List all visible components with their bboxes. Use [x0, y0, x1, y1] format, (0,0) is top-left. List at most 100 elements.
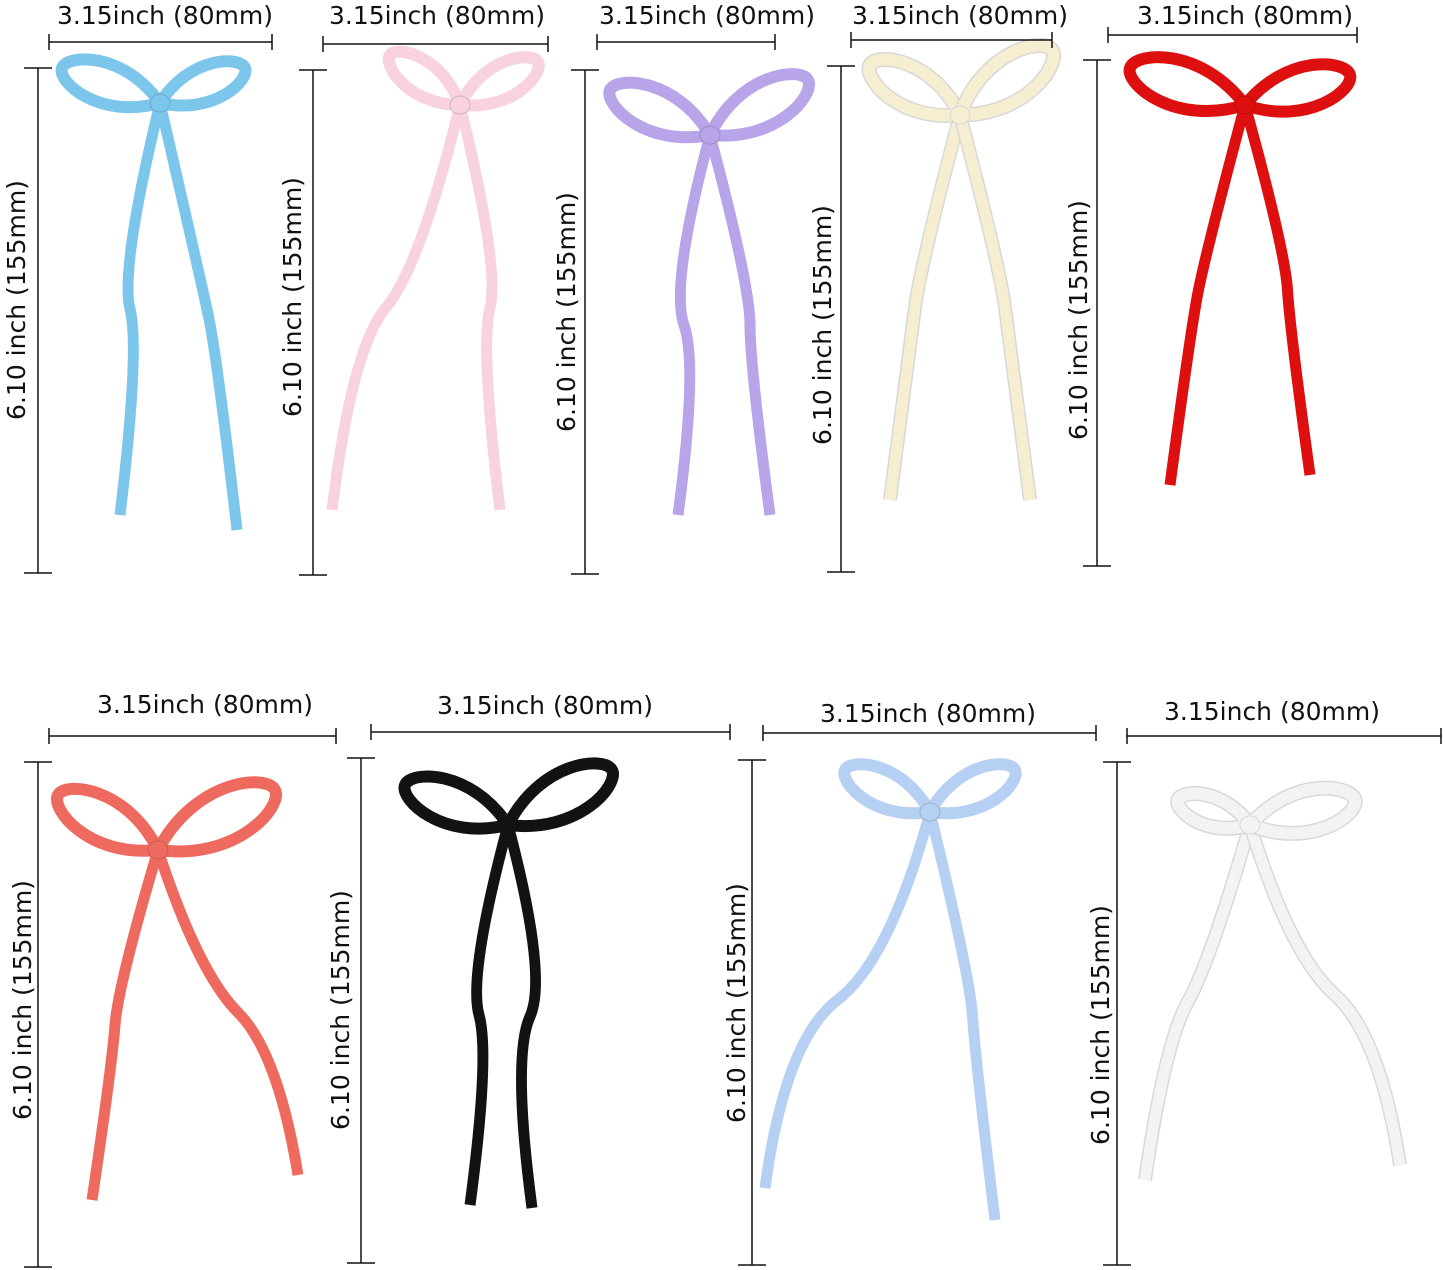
ribbon-knot	[147, 840, 169, 860]
width-dimension-line	[1126, 728, 1442, 744]
ribbon-knot	[497, 815, 519, 835]
width-label: 3.15inch (80mm)	[329, 1, 545, 30]
height-label: 6.10 inch (155mm)	[722, 883, 751, 1123]
ribbon-tail-right	[152, 848, 304, 1176]
ribbon-panel: 3.15inch (80mm) 6.10 inch (155mm)	[326, 691, 731, 1264]
ribbon-loop-left	[382, 45, 466, 111]
ribbon-tail-left	[114, 101, 166, 516]
ribbon-tail-left	[884, 113, 966, 501]
ribbon-tail-left	[1164, 103, 1251, 486]
height-dimension-line	[299, 69, 327, 576]
width-label: 3.15inch (80mm)	[599, 1, 815, 30]
ribbon-panel: 3.15inch (80mm) 6.10 inch (155mm)	[1086, 697, 1442, 1266]
ribbon-tail-left	[672, 133, 716, 516]
width-label: 3.15inch (80mm)	[820, 699, 1036, 728]
ribbon-bow	[759, 758, 1022, 1221]
width-label: 3.15inch (80mm)	[852, 1, 1068, 30]
ribbon-knot	[449, 95, 471, 115]
ribbon-loop-left	[55, 53, 165, 114]
ribbon-loop-right	[152, 776, 282, 858]
ribbon-loop-right	[1245, 782, 1362, 840]
ribbon-panel: 3.15inch (80mm) 6.10 inch (155mm)	[722, 699, 1097, 1266]
ribbon-bow	[1138, 780, 1407, 1182]
ribbon-loop-left	[1123, 51, 1250, 117]
ribbon-loop-left	[838, 758, 936, 820]
width-dimension-line	[762, 725, 1097, 741]
ribbon-bow	[51, 776, 304, 1201]
ribbon-tail-left	[86, 848, 164, 1201]
height-label: 6.10 inch (155mm)	[326, 890, 355, 1130]
ribbon-loop-right	[1240, 58, 1357, 118]
ribbon-tail-left	[1139, 823, 1256, 1181]
height-dimension-line	[1103, 761, 1131, 1266]
height-label: 6.10 inch (155mm)	[552, 192, 581, 432]
ribbon-knot	[1239, 815, 1261, 835]
width-label: 3.15inch (80mm)	[57, 1, 273, 30]
ribbon-loop-right	[154, 55, 252, 112]
ribbon-knot	[949, 105, 971, 125]
ribbon-loop-right	[954, 39, 1060, 121]
height-dimension-line	[24, 761, 52, 1268]
ribbon-bow	[326, 45, 545, 511]
width-label: 3.15inch (80mm)	[437, 691, 653, 720]
height-dimension-line	[24, 67, 52, 574]
height-label: 6.10 inch (155mm)	[8, 880, 37, 1120]
ribbon-tail-right	[454, 103, 506, 511]
ribbon-bow	[1123, 51, 1357, 486]
height-dimension-line	[1083, 59, 1111, 567]
height-label: 6.10 inch (155mm)	[1064, 200, 1093, 440]
height-label: 6.10 inch (155mm)	[1086, 905, 1115, 1145]
height-label: 6.10 inch (155mm)	[808, 205, 837, 445]
height-dimension-line	[571, 69, 599, 575]
ribbon-panel: 3.15inch (80mm) 6.10 inch (155mm)	[2, 1, 273, 574]
height-dimension-line	[347, 757, 375, 1264]
width-label: 3.15inch (80mm)	[1164, 697, 1380, 726]
ribbon-loop-left	[1171, 787, 1255, 835]
ribbon-tail-right	[1244, 823, 1406, 1166]
width-dimension-line	[48, 34, 273, 50]
ribbon-bow	[861, 38, 1061, 501]
ribbon-tail-left	[464, 823, 514, 1206]
ribbon-bow	[398, 757, 619, 1209]
ribbon-knot	[699, 125, 721, 145]
ribbon-loop-right	[704, 68, 815, 142]
height-label: 6.10 inch (155mm)	[2, 180, 31, 420]
width-dimension-line	[370, 724, 731, 740]
ribbon-tail-left	[759, 810, 936, 1189]
ribbon-loop-left	[51, 782, 164, 857]
height-dimension-line	[738, 759, 766, 1266]
width-dimension-line	[596, 34, 776, 50]
width-dimension-line	[1107, 27, 1358, 43]
ribbon-knot	[919, 802, 941, 822]
ribbon-bow	[603, 68, 815, 516]
ribbon-panel: 3.15inch (80mm) 6.10 inch (155mm)	[808, 1, 1068, 573]
ribbon-tail-left	[326, 103, 466, 511]
width-label: 3.15inch (80mm)	[97, 690, 313, 719]
ribbon-tail-right	[704, 133, 776, 516]
width-dimension-line	[322, 36, 549, 52]
ribbon-loop-left	[398, 770, 513, 835]
ribbon-panel: 3.15inch (80mm) 6.10 inch (155mm)	[1064, 1, 1358, 567]
ribbon-tail-right	[154, 101, 243, 531]
width-label: 3.15inch (80mm)	[1137, 1, 1353, 30]
height-label: 6.10 inch (155mm)	[278, 177, 307, 417]
ribbon-panel: 3.15inch (80mm) 6.10 inch (155mm)	[278, 1, 549, 576]
ribbon-tail-right	[924, 810, 1001, 1221]
ribbon-loop-left	[603, 76, 716, 144]
ribbon-loop-right	[454, 51, 545, 112]
ribbon-panel: 3.15inch (80mm) 6.10 inch (155mm)	[8, 690, 337, 1268]
ribbon-loop-right	[502, 757, 619, 833]
width-dimension-line	[850, 32, 1053, 48]
ribbon-tail-right	[1239, 103, 1316, 476]
ribbon-loop-left	[863, 53, 966, 122]
ribbon-panel: 3.15inch (80mm) 6.10 inch (155mm)	[552, 1, 815, 575]
ribbon-tail-right	[954, 113, 1036, 501]
height-dimension-line	[827, 65, 855, 573]
ribbon-knot	[1234, 95, 1256, 115]
ribbon-bow	[55, 53, 252, 531]
ribbon-tail-right	[502, 823, 542, 1209]
width-dimension-line	[48, 728, 337, 744]
ribbon-knot	[149, 93, 171, 113]
ribbon-loop-right	[924, 758, 1022, 820]
